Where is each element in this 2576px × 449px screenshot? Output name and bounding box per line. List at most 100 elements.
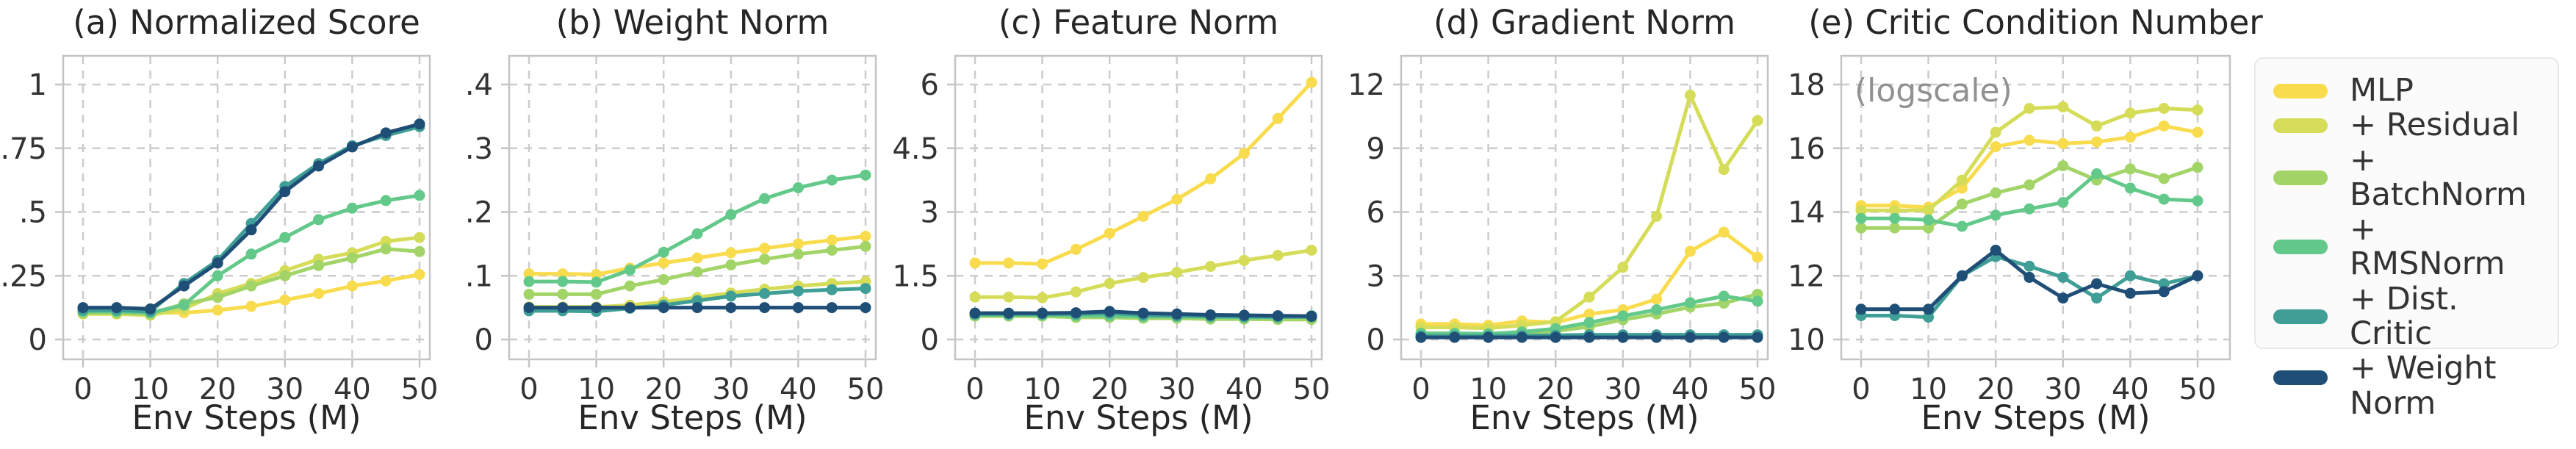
data-point: [2023, 260, 2035, 272]
data-point: [1583, 291, 1595, 303]
data-point: [1205, 173, 1217, 184]
data-point: [1070, 286, 1082, 298]
x-axis-label: Env Steps (M): [132, 398, 361, 437]
data-point: [2091, 120, 2103, 132]
data-point: [860, 240, 871, 252]
data-point: [725, 290, 737, 302]
data-point: [1956, 198, 1968, 210]
x-tick-label: 50: [1293, 373, 1331, 406]
x-tick-label: 20: [1091, 373, 1129, 406]
data-point: [346, 252, 358, 264]
legend-item-batchnorm: + BatchNorm: [2273, 143, 2540, 213]
data-point: [759, 254, 771, 265]
data-point: [346, 141, 358, 153]
data-point: [1171, 193, 1183, 205]
data-point: [1415, 331, 1427, 343]
data-point: [759, 193, 771, 204]
data-point: [313, 288, 325, 299]
plot-box: [508, 54, 877, 361]
data-point: [1583, 308, 1595, 320]
data-point: [591, 276, 602, 288]
data-point: [178, 299, 190, 311]
data-point: [380, 243, 392, 255]
data-point: [759, 288, 771, 299]
x-tick-label: 10: [1469, 373, 1507, 406]
legend: MLP + Residual + BatchNorm + RMSNorm + D…: [2254, 57, 2559, 420]
data-point: [2192, 270, 2203, 281]
data-point: [2091, 278, 2103, 290]
data-point: [178, 280, 190, 292]
data-point: [523, 288, 535, 300]
data-point: [523, 302, 535, 314]
data-point: [792, 248, 804, 260]
data-point: [2057, 137, 2069, 149]
data-point: [2158, 278, 2170, 290]
data-point: [313, 160, 325, 172]
data-point: [245, 280, 257, 292]
data-point: [1923, 222, 1935, 234]
data-point: [826, 245, 838, 256]
x-tick-label: 40: [334, 373, 371, 406]
data-point: [380, 195, 392, 206]
legend-label-rmsnorm: + RMSNorm: [2350, 211, 2505, 283]
plot-box: [1400, 54, 1769, 361]
data-point: [1855, 303, 1867, 315]
data-point: [279, 186, 291, 198]
data-point: [2124, 107, 2136, 119]
data-point: [1137, 307, 1149, 319]
data-point: [2057, 101, 2069, 112]
data-point: [1956, 174, 1968, 186]
y-tick-label: 1.5: [892, 259, 939, 293]
data-point: [1272, 112, 1284, 124]
x-tick-label: 0: [965, 373, 984, 406]
data-point: [557, 302, 569, 314]
data-point: [1617, 331, 1629, 343]
x-tick-label: 0: [1852, 373, 1870, 406]
data-point: [1238, 148, 1250, 159]
data-point: [591, 269, 602, 280]
data-point: [2192, 126, 2203, 138]
y-tick-label: 10: [1788, 323, 1825, 357]
x-tick-label: 30: [1604, 373, 1641, 406]
data-point: [1956, 220, 1968, 232]
data-point: [1306, 245, 1317, 256]
panel-d-title: (d) Gradient Norm: [1433, 3, 1735, 42]
data-point: [759, 302, 771, 314]
data-point: [557, 276, 569, 287]
y-tick-label: .4: [465, 68, 493, 102]
x-tick-label: 30: [2044, 373, 2082, 406]
data-point: [969, 291, 981, 303]
y-tick-label: 12: [1348, 68, 1385, 102]
y-tick-label: 12: [1788, 259, 1825, 293]
data-point: [1516, 331, 1528, 343]
data-point: [1889, 204, 1901, 216]
data-point: [212, 257, 223, 269]
data-point: [624, 302, 636, 314]
data-point: [2023, 203, 2035, 215]
legend-item-weight-norm-flashsac: + Weight Norm (FlashSAC): [2273, 351, 2540, 449]
x-tick-label: 10: [1023, 373, 1061, 406]
legend-swatch-dist-critic: [2273, 309, 2328, 325]
data-point: [1855, 204, 1867, 216]
x-tick-label: 0: [73, 373, 92, 406]
data-point: [2124, 287, 2136, 299]
y-tick-label: 6: [921, 68, 939, 102]
series-line: [973, 80, 1314, 266]
data-point: [691, 228, 703, 240]
y-tick-label: .75: [0, 132, 47, 166]
legend-label-residual: + Residual: [2350, 107, 2520, 144]
data-point: [792, 182, 804, 193]
data-point: [414, 231, 425, 243]
data-point: [1205, 309, 1217, 320]
data-point: [826, 234, 838, 246]
panel-c: (c) Feature Norm 6 4.5 3 1.5 00 10 20 30 40 50 Env …: [892, 3, 1330, 437]
data-point: [1272, 250, 1284, 261]
data-point: [1990, 126, 2001, 138]
panel-b-title: (b) Weight Norm: [556, 3, 830, 42]
data-point: [279, 270, 291, 281]
data-point: [145, 303, 156, 315]
data-point: [1923, 204, 1935, 216]
data-point: [826, 284, 838, 295]
data-point: [725, 302, 737, 314]
